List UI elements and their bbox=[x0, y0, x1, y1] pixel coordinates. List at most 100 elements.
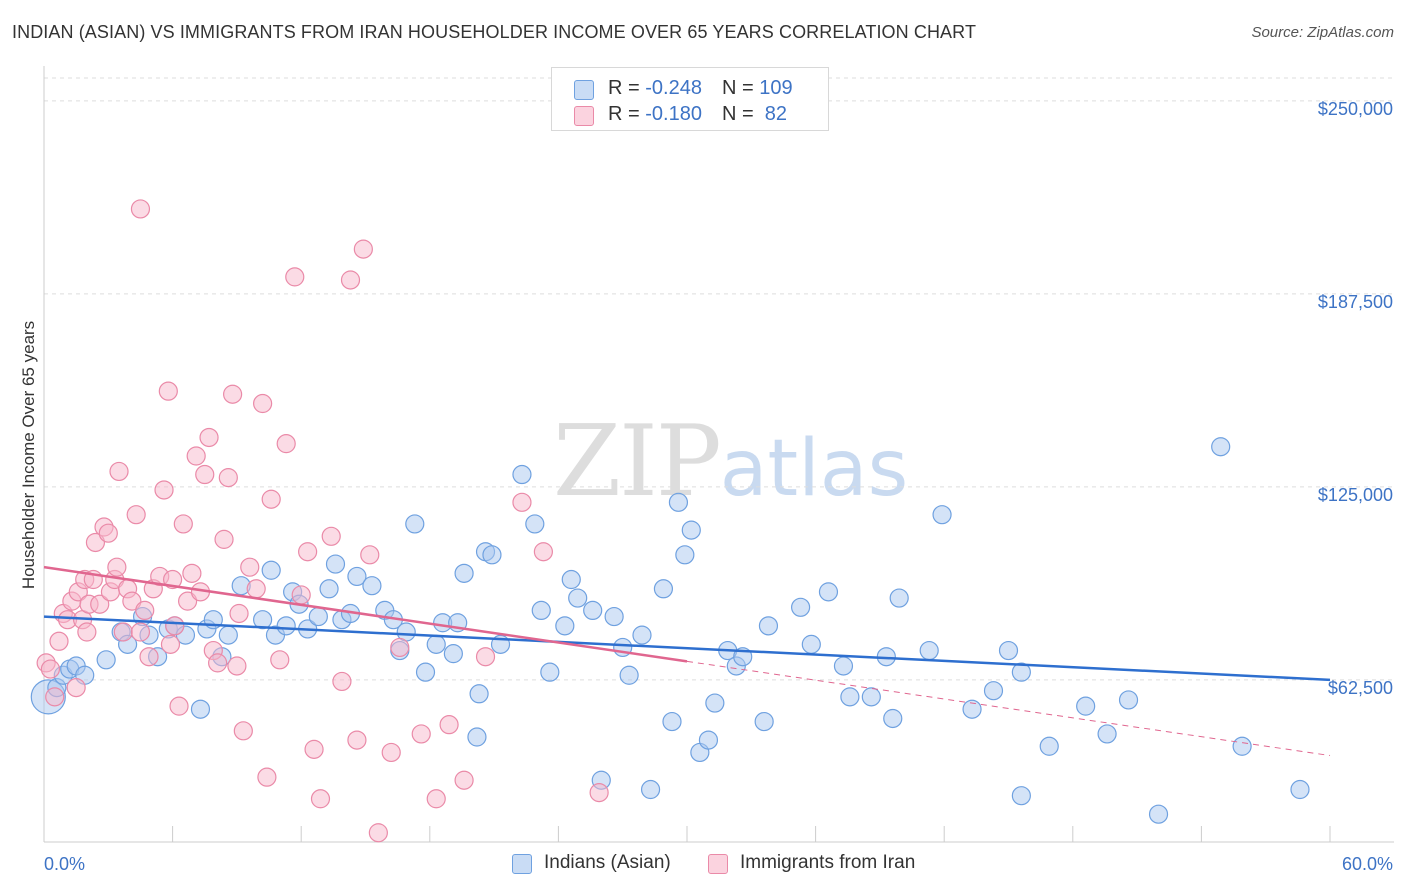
data-point bbox=[253, 610, 273, 630]
watermark-atlas: atlas bbox=[719, 424, 909, 514]
data-point bbox=[469, 684, 489, 704]
data-point bbox=[233, 721, 253, 741]
data-point bbox=[98, 523, 118, 543]
stats-text: R = -0.180 N = 82 bbox=[608, 103, 788, 125]
data-point bbox=[1232, 736, 1252, 756]
data-point bbox=[754, 711, 774, 732]
data-point bbox=[681, 520, 701, 540]
data-point bbox=[107, 557, 127, 577]
data-point bbox=[675, 545, 695, 565]
legend-swatch-iran bbox=[708, 854, 728, 874]
data-point bbox=[482, 545, 502, 565]
data-point bbox=[310, 789, 331, 809]
data-point bbox=[540, 662, 560, 682]
r-value: -0.248 bbox=[645, 77, 702, 99]
data-point bbox=[173, 514, 193, 534]
data-point bbox=[415, 662, 436, 682]
data-point bbox=[818, 582, 839, 602]
data-point bbox=[568, 588, 588, 608]
data-point bbox=[411, 724, 431, 744]
series-layer bbox=[30, 199, 1310, 843]
y-tick-label: $187,500 bbox=[1318, 292, 1393, 312]
data-point bbox=[85, 532, 106, 553]
legend-swatch-iran bbox=[574, 106, 594, 126]
data-point bbox=[1011, 662, 1031, 682]
data-point bbox=[253, 393, 273, 414]
x-tick-label: 0.0% bbox=[44, 854, 85, 874]
stats-text: R = -0.248 N = 109 bbox=[608, 77, 793, 99]
legend-label-iran: Immigrants from Iran bbox=[740, 852, 916, 873]
data-point bbox=[583, 600, 603, 621]
data-point bbox=[801, 634, 821, 654]
watermark: ZIPatlas bbox=[553, 405, 908, 519]
data-point bbox=[325, 554, 346, 574]
data-point bbox=[257, 767, 277, 787]
data-point bbox=[861, 687, 881, 707]
data-point bbox=[360, 545, 380, 565]
data-point bbox=[109, 461, 129, 482]
data-point bbox=[962, 699, 982, 719]
y-tick-label: $250,000 bbox=[1318, 99, 1393, 119]
data-point bbox=[840, 687, 860, 707]
chart-title: INDIAN (ASIAN) VS IMMIGRANTS FROM IRAN H… bbox=[12, 22, 977, 42]
data-point bbox=[1011, 786, 1031, 806]
data-point bbox=[758, 616, 779, 636]
data-point bbox=[512, 492, 532, 512]
data-point bbox=[139, 647, 159, 667]
data-point bbox=[381, 742, 401, 763]
data-point bbox=[195, 464, 215, 485]
data-point bbox=[362, 576, 382, 596]
trend-line-indians bbox=[43, 615, 1331, 682]
data-point bbox=[49, 631, 69, 651]
data-point bbox=[454, 770, 474, 790]
data-point bbox=[113, 622, 133, 642]
data-point bbox=[443, 644, 463, 664]
data-point bbox=[308, 606, 328, 627]
data-point bbox=[214, 529, 234, 549]
data-point bbox=[304, 739, 324, 759]
data-point bbox=[122, 591, 142, 611]
data-point bbox=[1097, 724, 1117, 744]
data-point bbox=[160, 634, 181, 654]
data-point bbox=[319, 579, 339, 599]
data-point bbox=[291, 585, 311, 605]
data-point bbox=[182, 563, 202, 583]
data-point bbox=[1148, 804, 1169, 824]
series-indians bbox=[30, 437, 1310, 824]
data-point bbox=[1076, 696, 1096, 716]
data-point bbox=[426, 789, 446, 809]
data-point bbox=[790, 597, 811, 617]
data-point bbox=[276, 616, 296, 636]
data-point bbox=[45, 687, 65, 707]
data-point bbox=[154, 480, 174, 500]
data-point bbox=[640, 779, 661, 800]
data-point bbox=[512, 464, 532, 485]
data-point bbox=[405, 514, 425, 534]
data-point bbox=[589, 782, 609, 803]
data-point bbox=[525, 514, 545, 534]
data-point bbox=[270, 650, 290, 670]
data-point bbox=[662, 711, 682, 732]
data-point bbox=[531, 600, 551, 621]
data-point bbox=[190, 699, 211, 719]
data-point bbox=[276, 434, 296, 454]
data-point bbox=[158, 381, 178, 401]
data-point bbox=[77, 622, 97, 642]
data-point bbox=[169, 696, 189, 716]
data-point bbox=[261, 489, 281, 509]
data-point bbox=[1118, 690, 1139, 710]
data-point bbox=[426, 634, 446, 654]
tick-labels: $62,500 $125,000 $187,500 $250,000 0.0% 60.0%… bbox=[19, 99, 1393, 874]
data-point bbox=[1290, 779, 1310, 800]
data-point bbox=[467, 727, 487, 747]
data-point bbox=[390, 637, 410, 658]
trend-line-iran bbox=[43, 565, 688, 663]
data-point bbox=[619, 665, 639, 685]
data-point bbox=[246, 579, 266, 599]
data-point bbox=[368, 823, 388, 843]
legend-swatch-indians bbox=[574, 80, 594, 100]
data-point bbox=[1039, 736, 1059, 756]
data-point bbox=[833, 656, 854, 676]
data-point bbox=[135, 600, 155, 621]
